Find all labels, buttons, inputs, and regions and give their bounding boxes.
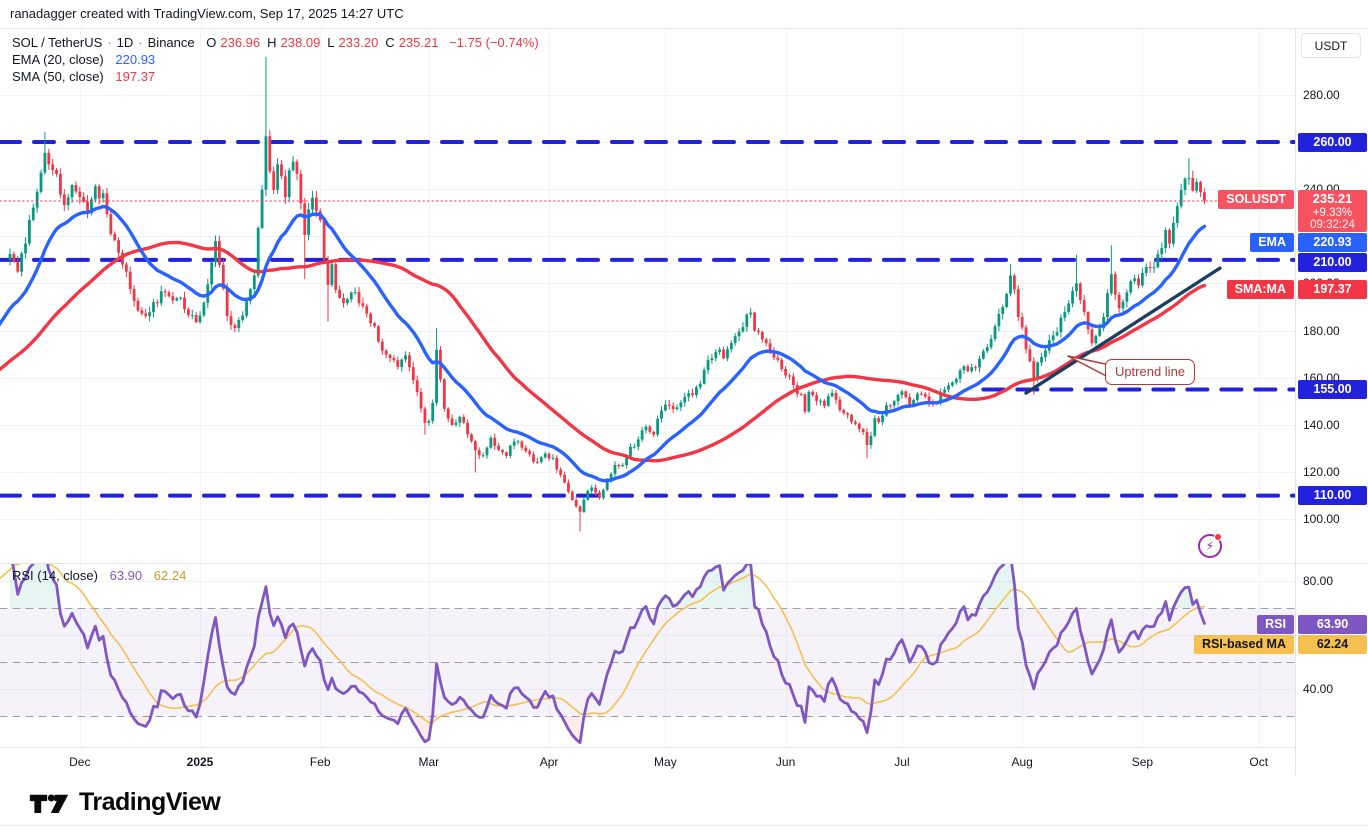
ema-chip: EMA	[1250, 233, 1294, 253]
symbol-legend: SOL / TetherUS · 1D · Binance O 236.96 H 238.09…	[12, 34, 546, 85]
price-tick-label: 100.00	[1303, 512, 1340, 527]
symbol-chip: SOLUSDT	[1218, 190, 1294, 210]
interval-label[interactable]: 1D	[116, 35, 134, 50]
pane-divider[interactable]	[0, 563, 1368, 564]
high-label: H	[267, 35, 277, 50]
low-label: L	[327, 35, 335, 50]
notification-dot	[1214, 533, 1222, 541]
level-badge: 210.00	[1298, 253, 1367, 273]
rsi-chip: RSI	[1257, 614, 1294, 634]
footer: TradingView	[0, 776, 1368, 833]
price-tick-label: 120.00	[1303, 465, 1340, 480]
level-badge: 155.00	[1298, 380, 1367, 400]
time-tick-label: Dec	[69, 755, 91, 769]
attribution-text: ranadagger created with TradingView.com,…	[10, 6, 404, 21]
time-axis[interactable]: Dec 2025 Feb Mar Apr May Jun Jul Aug Sep Oct	[0, 747, 1295, 777]
ema-value-badge: 220.93	[1298, 233, 1367, 253]
rsi-ma-value: 62.24	[153, 568, 187, 583]
rsi-value: 63.90	[109, 568, 143, 583]
symbol-legend-row[interactable]: SOL / TetherUS · 1D · Binance O 236.96 H 238.09…	[12, 34, 546, 51]
open-value: 236.96	[220, 35, 261, 50]
sma-label[interactable]: SMA (50, close)	[12, 69, 104, 84]
time-tick-label: Aug	[1011, 755, 1033, 769]
sma-value-badge: 197.37	[1298, 280, 1367, 300]
ema-legend-row[interactable]: EMA (20, close) 220.93	[12, 51, 546, 68]
price-chart-canvas[interactable]	[0, 29, 1295, 747]
rsi-tick-label: 80.00	[1303, 574, 1334, 588]
high-value: 238.09	[280, 35, 321, 50]
tradingview-logo[interactable]	[28, 788, 70, 818]
time-tick-label: Mar	[418, 755, 440, 769]
time-tick-label: Jun	[775, 755, 796, 769]
uptrend-annotation-text: Uptrend line	[1114, 364, 1186, 379]
low-value: 233.20	[338, 35, 379, 50]
close-value: 235.21	[398, 35, 439, 50]
symbol-price-badge: 235.21 +9.33% 09:32:24	[1298, 190, 1367, 233]
chart-widget: SOL / TetherUS · 1D · Binance O 236.96 H 238.09…	[0, 28, 1368, 777]
uptrend-annotation[interactable]: Uptrend line	[1105, 359, 1195, 385]
time-tick-label: Feb	[309, 755, 331, 769]
page-bottom-line	[0, 825, 1368, 826]
rsi-ma-value-badge: 62.24	[1298, 634, 1367, 654]
time-tick-label: Apr	[539, 755, 559, 769]
exchange-label[interactable]: Binance	[147, 35, 195, 50]
ema-value: 220.93	[115, 52, 156, 67]
price-tick-label: 140.00	[1303, 417, 1340, 432]
time-tick-label: Jul	[894, 755, 910, 769]
price-tick-label: 180.00	[1303, 323, 1340, 338]
price-tick-label: 280.00	[1303, 87, 1340, 102]
time-tick-label: May	[654, 755, 677, 769]
change-value: −1.75 (−0.74%)	[449, 35, 539, 50]
ema-label[interactable]: EMA (20, close)	[12, 52, 104, 67]
time-tick-label: Sep	[1131, 755, 1154, 769]
open-label: O	[206, 35, 217, 50]
time-tick-label: 2025	[186, 755, 214, 769]
rsi-tick-label: 40.00	[1303, 682, 1334, 696]
attribution-bar: ranadagger created with TradingView.com,…	[0, 0, 1368, 28]
rsi-legend[interactable]: RSI (14, close) 63.90 62.24	[12, 567, 186, 584]
brand-text[interactable]: TradingView	[79, 788, 221, 816]
currency-toggle-button[interactable]: USDT	[1301, 33, 1361, 58]
level-badge: 110.00	[1298, 486, 1367, 506]
time-tick-label: Oct	[1249, 755, 1269, 769]
rsi-value-badge: 63.90	[1298, 614, 1367, 634]
sma-value: 197.37	[115, 69, 156, 84]
symbol-badge-price: 235.21	[1312, 191, 1353, 207]
sma-chip: SMA:MA	[1226, 280, 1294, 300]
flash-icon[interactable]: ⚡	[1198, 533, 1222, 558]
rsi-label[interactable]: RSI (14, close)	[12, 568, 98, 583]
symbol-name[interactable]: SOL / TetherUS	[12, 35, 103, 50]
price-axis[interactable]: USDT 280.00260.00240.00200.00180.00160.0…	[1295, 29, 1368, 777]
symbol-badge-change: +9.33%	[1312, 207, 1353, 220]
close-label: C	[385, 35, 395, 50]
sma-legend-row[interactable]: SMA (50, close) 197.37	[12, 68, 546, 85]
level-badge: 260.00	[1298, 132, 1367, 152]
symbol-badge-countdown: 09:32:24	[1310, 219, 1355, 232]
rsi-ma-chip: RSI-based MA	[1193, 634, 1294, 654]
